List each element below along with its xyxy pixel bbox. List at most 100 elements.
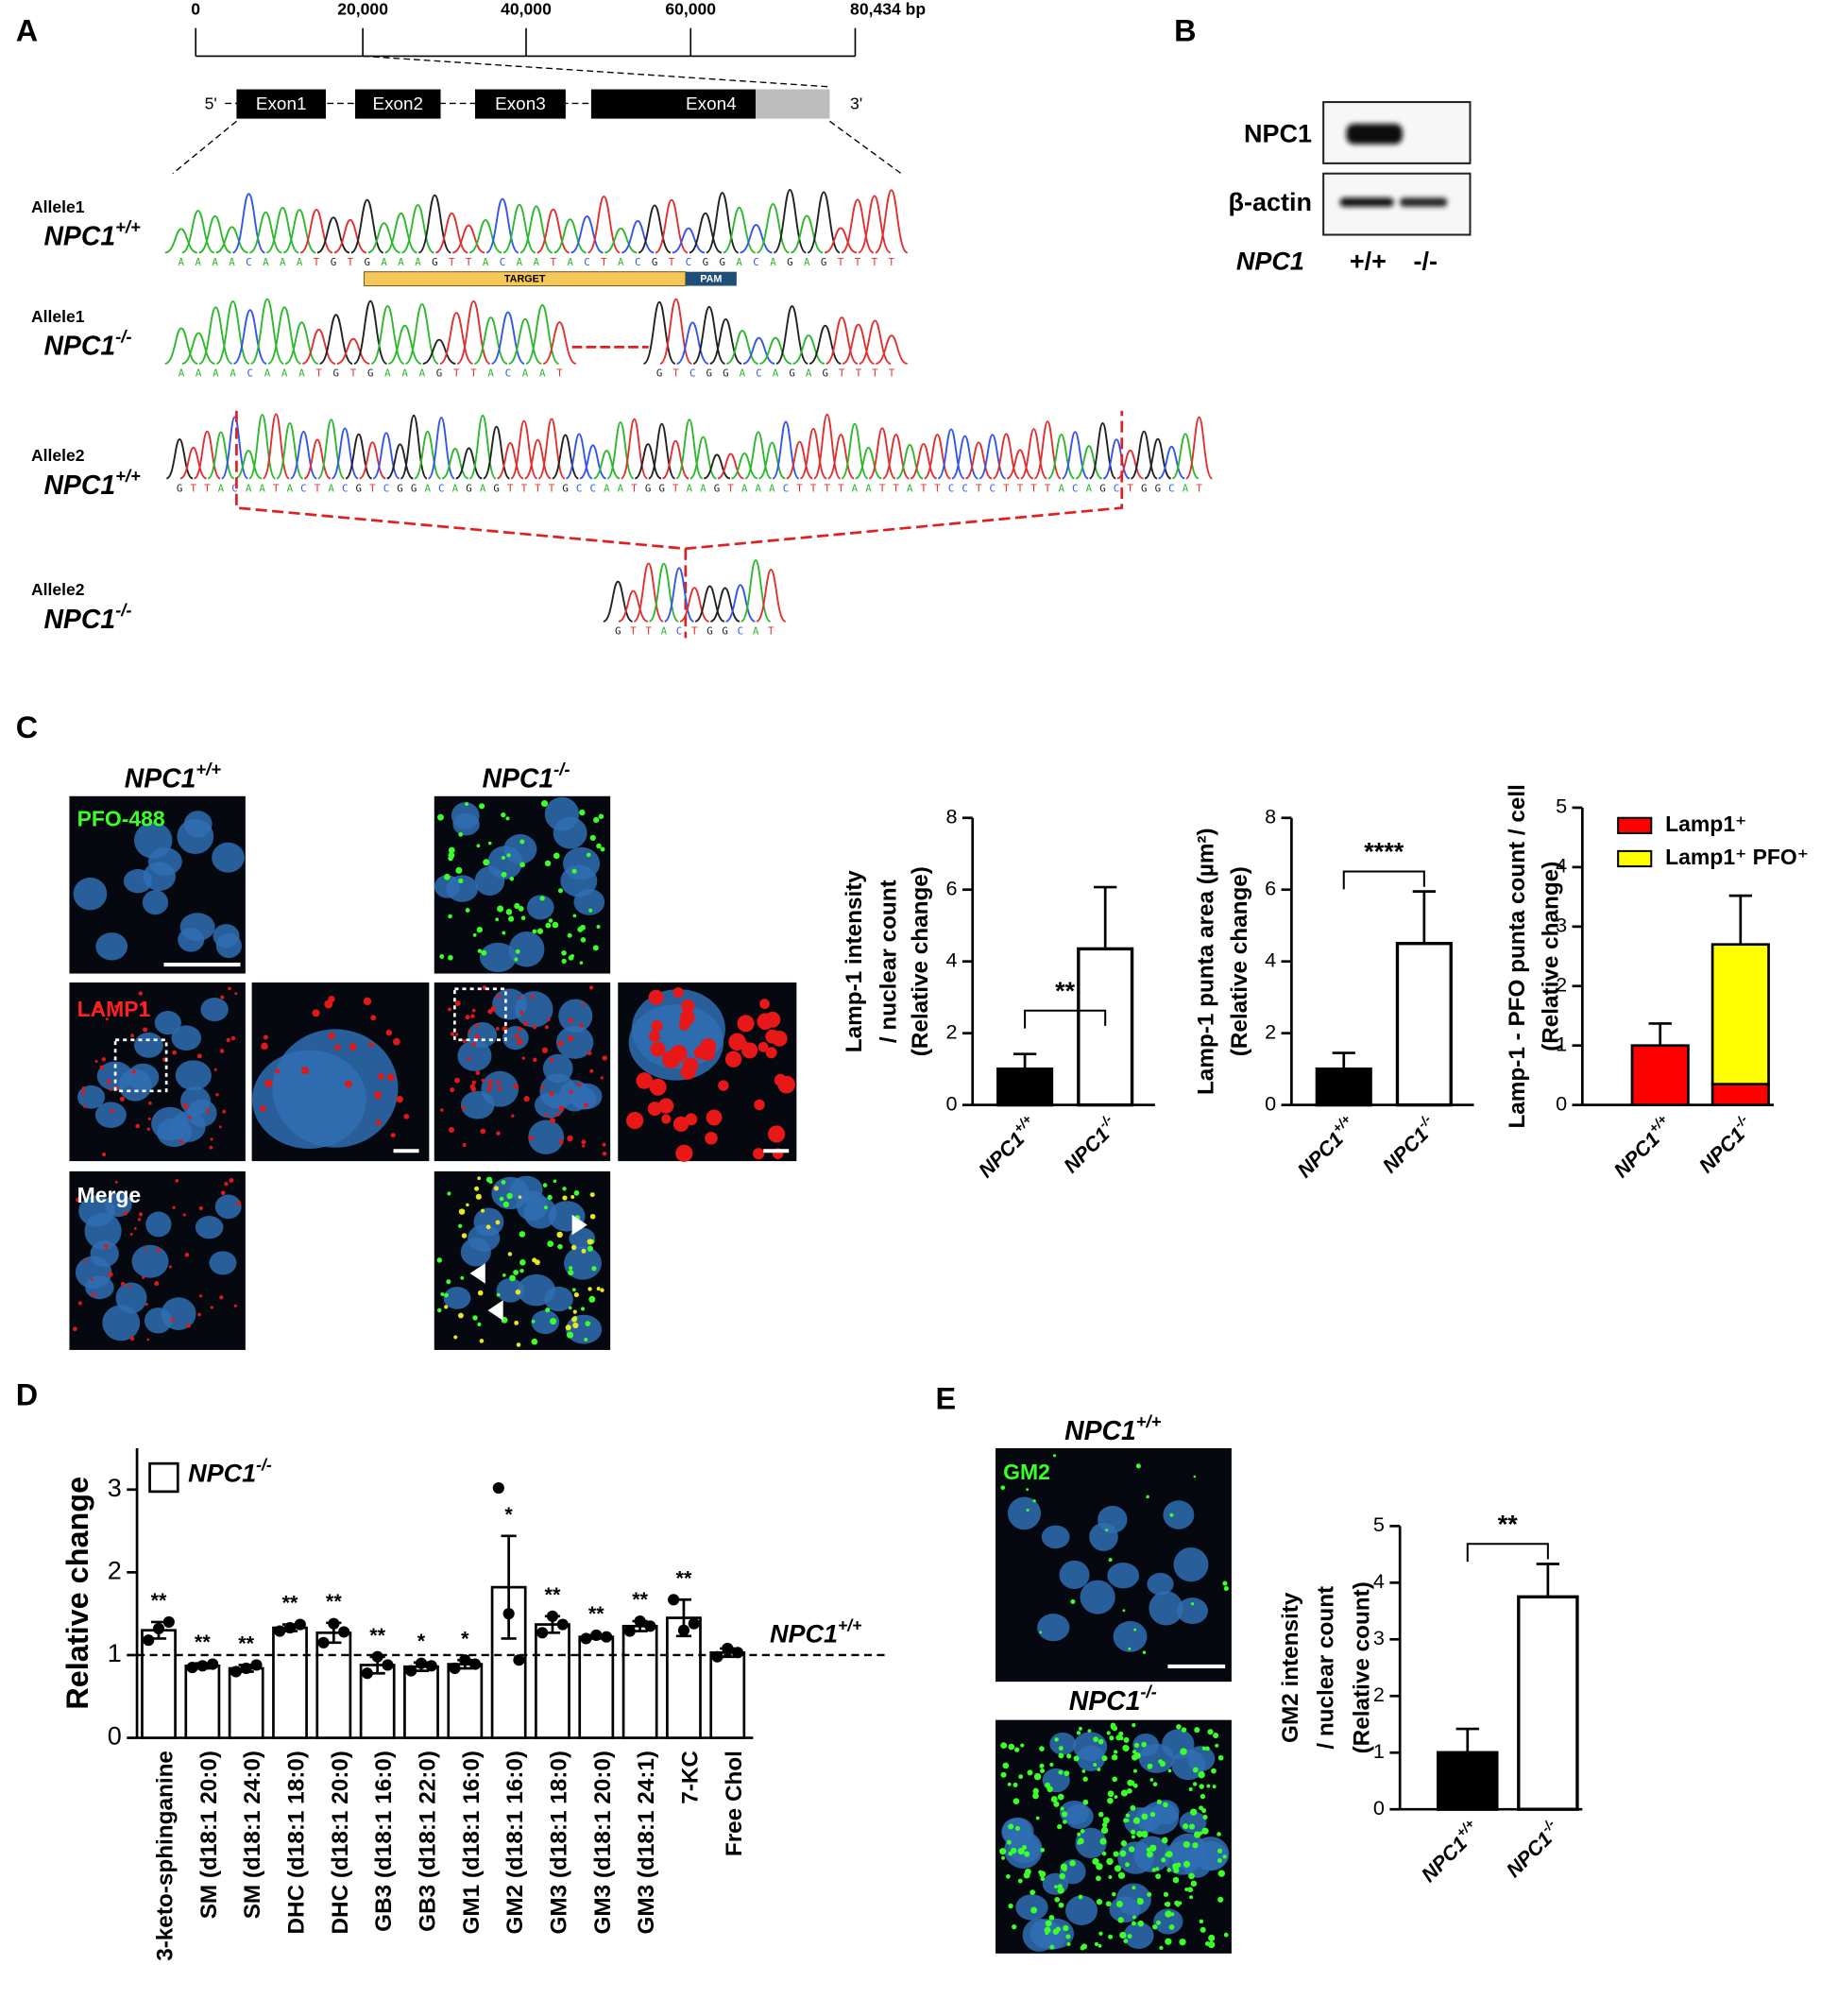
puncta [568, 1270, 574, 1276]
puncta [1078, 1726, 1082, 1731]
genotype-label: NPC1+/+ [43, 466, 141, 501]
y-axis-label: (Relative change) [908, 866, 933, 1056]
puncta [80, 1090, 85, 1095]
puncta [110, 1109, 114, 1114]
nucleus [102, 1305, 141, 1341]
y-tick-label: 1 [1556, 1032, 1567, 1055]
puncta [263, 1034, 268, 1040]
puncta [458, 878, 464, 884]
puncta [1213, 1733, 1219, 1739]
trace-peak [951, 435, 979, 480]
trace-peak [756, 568, 787, 623]
panel-label: C [16, 710, 38, 744]
puncta [685, 1113, 698, 1126]
puncta [558, 1139, 564, 1145]
x-tick-label: 7-KC [677, 1751, 703, 1804]
trace-peak [1144, 437, 1172, 480]
y-axis-label: Lamp-1 intensity [842, 870, 867, 1053]
base-letter: G [706, 625, 713, 638]
significance: * [461, 1626, 469, 1649]
puncta [444, 1292, 449, 1298]
nucleus [134, 1032, 163, 1058]
puncta [496, 994, 502, 999]
puncta [505, 816, 510, 821]
puncta [172, 1050, 178, 1055]
puncta [137, 1218, 142, 1222]
puncta [556, 1231, 563, 1239]
base-letter: T [768, 625, 774, 638]
trace-peak [359, 441, 386, 480]
puncta [209, 1145, 213, 1150]
channel-label: PFO-488 [77, 807, 165, 831]
y-tick-label: 2 [108, 1557, 122, 1585]
nucleus [503, 834, 537, 864]
puncta [1183, 1840, 1190, 1849]
puncta [1142, 1650, 1147, 1654]
y-axis-label: (Relative change) [1227, 866, 1252, 1056]
puncta [1052, 1454, 1057, 1458]
puncta [1045, 1782, 1050, 1788]
trace-peak [706, 192, 740, 254]
puncta [188, 1115, 193, 1119]
puncta [572, 1309, 577, 1314]
base-letter: T [1127, 482, 1133, 494]
trace-peak [233, 309, 267, 365]
gene-name: NPC1 [482, 764, 553, 794]
puncta [518, 1027, 522, 1032]
puncta [518, 1195, 522, 1199]
data-point [283, 1621, 297, 1634]
y-axis-label: / nuclear count [1314, 1586, 1339, 1750]
puncta [1039, 1763, 1045, 1768]
puncta [468, 1029, 471, 1034]
genotype-label: NPC1-/- [482, 760, 570, 794]
puncta [460, 1275, 465, 1280]
trace-peak [491, 311, 525, 365]
puncta [544, 860, 552, 867]
nucleus [75, 1256, 112, 1290]
nucleus [1089, 1522, 1118, 1551]
micrograph [69, 1170, 246, 1350]
nucleus [171, 1025, 202, 1051]
nucleus [434, 875, 461, 898]
puncta [1135, 1463, 1141, 1469]
puncta [471, 1080, 476, 1085]
puncta [1170, 1912, 1175, 1917]
puncta [385, 1029, 393, 1036]
puncta [1199, 1784, 1204, 1789]
trace-peak [215, 226, 248, 254]
puncta [1119, 1850, 1127, 1857]
puncta [547, 1194, 553, 1201]
trace-peak [401, 203, 434, 254]
puncta [1032, 1787, 1039, 1795]
genotype-label: NPC1+/+ [1064, 1411, 1162, 1446]
puncta [142, 1275, 145, 1279]
puncta [495, 917, 500, 922]
puncta [455, 866, 463, 874]
base-letter: T [879, 482, 886, 494]
puncta [1208, 1940, 1216, 1949]
data-point [186, 1662, 198, 1674]
puncta [229, 1178, 234, 1183]
base-letter: G [821, 256, 827, 268]
puncta [1141, 1830, 1149, 1838]
trace-peak [198, 214, 232, 254]
puncta [536, 928, 544, 934]
puncta [1035, 1816, 1040, 1820]
puncta [1078, 1837, 1084, 1845]
puncta [768, 1125, 786, 1143]
puncta [1165, 1910, 1172, 1918]
base-letter: A [1086, 482, 1093, 494]
trace-peak [525, 304, 560, 365]
base-letter: T [630, 625, 637, 638]
puncta [120, 1282, 126, 1287]
trace-peak [441, 448, 469, 480]
puncta [131, 1069, 136, 1074]
nucleus [558, 1080, 590, 1112]
puncta [228, 986, 231, 991]
puncta [567, 1135, 573, 1142]
base-letter: C [783, 482, 790, 494]
base-letter: A [381, 256, 387, 268]
trace-peak [267, 306, 301, 365]
puncta [487, 1084, 493, 1088]
puncta [465, 1015, 470, 1020]
